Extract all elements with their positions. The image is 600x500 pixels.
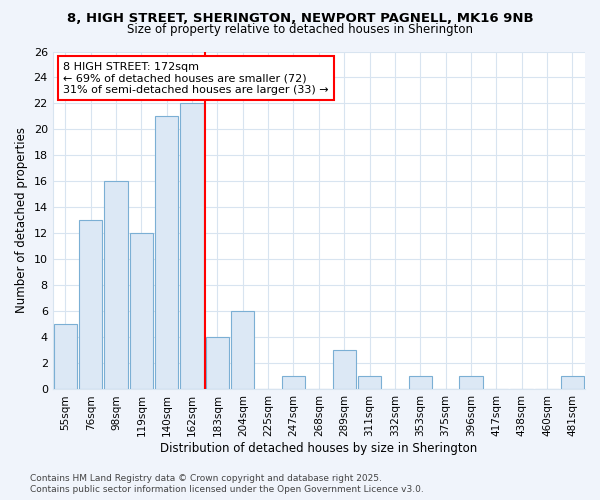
Text: 8, HIGH STREET, SHERINGTON, NEWPORT PAGNELL, MK16 9NB: 8, HIGH STREET, SHERINGTON, NEWPORT PAGN…: [67, 12, 533, 26]
Bar: [560, 376, 584, 390]
Bar: [459, 376, 482, 390]
Text: 8 HIGH STREET: 172sqm
← 69% of detached houses are smaller (72)
31% of semi-deta: 8 HIGH STREET: 172sqm ← 69% of detached …: [64, 62, 329, 95]
Bar: [181, 104, 204, 390]
Bar: [79, 220, 103, 390]
Bar: [332, 350, 356, 390]
Bar: [130, 234, 153, 390]
Bar: [206, 338, 229, 390]
Bar: [409, 376, 432, 390]
Bar: [282, 376, 305, 390]
Bar: [104, 182, 128, 390]
Bar: [358, 376, 381, 390]
Text: Size of property relative to detached houses in Sherington: Size of property relative to detached ho…: [127, 22, 473, 36]
X-axis label: Distribution of detached houses by size in Sherington: Distribution of detached houses by size …: [160, 442, 478, 455]
Y-axis label: Number of detached properties: Number of detached properties: [15, 128, 28, 314]
Bar: [231, 312, 254, 390]
Text: Contains HM Land Registry data © Crown copyright and database right 2025.
Contai: Contains HM Land Registry data © Crown c…: [30, 474, 424, 494]
Bar: [155, 116, 178, 390]
Bar: [53, 324, 77, 390]
